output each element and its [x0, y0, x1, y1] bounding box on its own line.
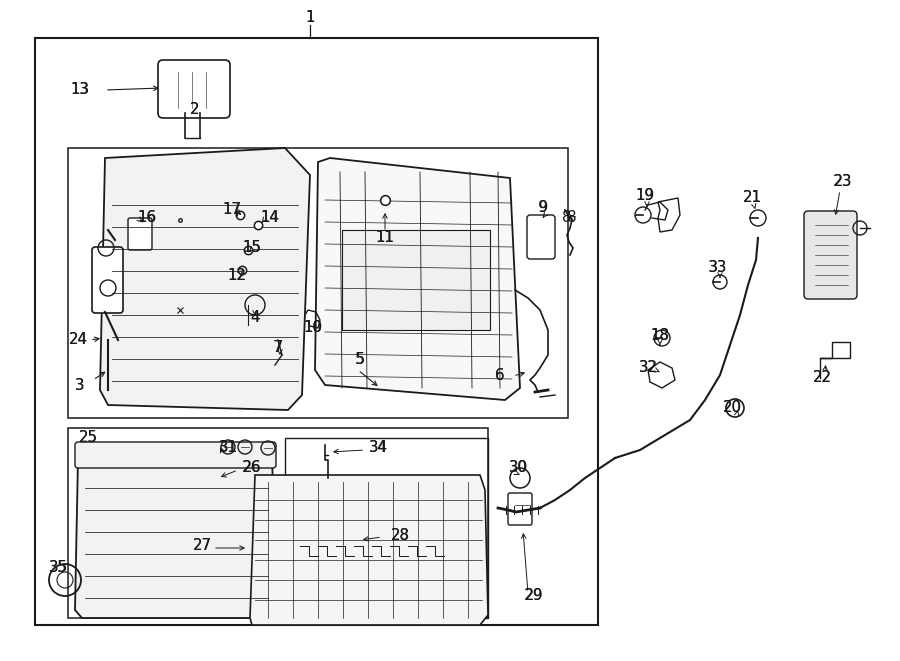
Text: 33: 33 — [708, 260, 728, 276]
Text: 14: 14 — [260, 210, 280, 225]
Text: 19: 19 — [635, 188, 654, 202]
Bar — [68, 148, 568, 418]
Text: 26: 26 — [242, 461, 262, 475]
Text: 7: 7 — [274, 340, 283, 356]
Text: 29: 29 — [525, 588, 544, 602]
Text: 9: 9 — [538, 200, 547, 215]
Text: 25: 25 — [78, 430, 97, 446]
Text: 1: 1 — [305, 11, 315, 26]
FancyBboxPatch shape — [527, 215, 555, 259]
FancyBboxPatch shape — [158, 60, 230, 118]
Text: 12: 12 — [228, 268, 247, 282]
Text: 4: 4 — [250, 311, 259, 325]
Text: 6: 6 — [495, 368, 505, 383]
Text: 1: 1 — [305, 11, 315, 26]
Bar — [68, 428, 488, 618]
Text: 28: 28 — [391, 527, 410, 543]
Text: 2: 2 — [190, 102, 200, 118]
Polygon shape — [315, 158, 520, 400]
Text: 32: 32 — [638, 360, 658, 375]
Text: 22: 22 — [813, 371, 832, 385]
Text: 32: 32 — [639, 360, 657, 375]
Text: 2: 2 — [190, 102, 200, 118]
Text: 13: 13 — [71, 83, 89, 98]
Text: 18: 18 — [651, 327, 670, 342]
Text: 27: 27 — [193, 537, 212, 553]
Text: 35: 35 — [49, 561, 68, 576]
Bar — [35, 38, 598, 625]
Text: 10: 10 — [303, 321, 322, 336]
Text: 24: 24 — [68, 332, 87, 348]
Text: 20: 20 — [723, 401, 742, 416]
Text: 3: 3 — [76, 377, 85, 393]
Text: 26: 26 — [243, 461, 261, 475]
FancyBboxPatch shape — [92, 247, 123, 313]
Text: 8: 8 — [567, 210, 577, 225]
Text: 20: 20 — [723, 401, 742, 416]
Text: 24: 24 — [68, 332, 87, 348]
FancyBboxPatch shape — [804, 211, 857, 299]
Text: 11: 11 — [376, 231, 394, 245]
Text: 17: 17 — [222, 202, 241, 217]
Text: 8: 8 — [562, 210, 572, 225]
Text: 30: 30 — [508, 461, 527, 475]
Text: 31: 31 — [219, 440, 238, 455]
Text: 30: 30 — [508, 461, 527, 475]
FancyBboxPatch shape — [75, 442, 276, 468]
Text: 22: 22 — [813, 371, 832, 385]
Bar — [342, 230, 490, 330]
Text: 29: 29 — [525, 588, 544, 602]
Text: 34: 34 — [368, 440, 388, 455]
Text: 17: 17 — [222, 202, 241, 217]
Text: 5: 5 — [356, 352, 364, 368]
Text: 12: 12 — [228, 268, 247, 282]
Polygon shape — [75, 448, 278, 618]
Text: 21: 21 — [742, 190, 761, 206]
Text: 9: 9 — [538, 200, 548, 215]
Text: 21: 21 — [742, 190, 761, 206]
Bar — [285, 438, 488, 618]
Text: 10: 10 — [303, 321, 322, 336]
Polygon shape — [250, 475, 488, 625]
Text: 6: 6 — [495, 368, 505, 383]
Text: 4: 4 — [250, 311, 260, 325]
Text: 16: 16 — [138, 210, 157, 225]
Text: 27: 27 — [193, 537, 212, 553]
Text: 15: 15 — [242, 241, 262, 256]
Text: 16: 16 — [138, 210, 157, 225]
Polygon shape — [648, 362, 675, 388]
Text: 15: 15 — [243, 241, 261, 256]
Text: 7: 7 — [274, 340, 283, 356]
Text: 19: 19 — [635, 188, 654, 202]
Polygon shape — [658, 198, 680, 232]
Text: 23: 23 — [833, 175, 852, 190]
Text: 5: 5 — [356, 352, 364, 368]
Text: 33: 33 — [709, 260, 727, 276]
FancyBboxPatch shape — [508, 493, 532, 525]
Text: 13: 13 — [70, 83, 90, 98]
Text: 23: 23 — [833, 175, 852, 190]
Polygon shape — [100, 148, 310, 410]
Text: 18: 18 — [651, 327, 670, 342]
Text: 11: 11 — [375, 231, 394, 245]
FancyBboxPatch shape — [128, 218, 152, 250]
Text: 34: 34 — [369, 440, 387, 455]
Text: 25: 25 — [78, 430, 97, 446]
Text: 3: 3 — [75, 377, 85, 393]
Text: 31: 31 — [219, 440, 238, 455]
Text: 28: 28 — [391, 527, 410, 543]
Text: 35: 35 — [49, 561, 68, 576]
Text: 14: 14 — [261, 210, 279, 225]
